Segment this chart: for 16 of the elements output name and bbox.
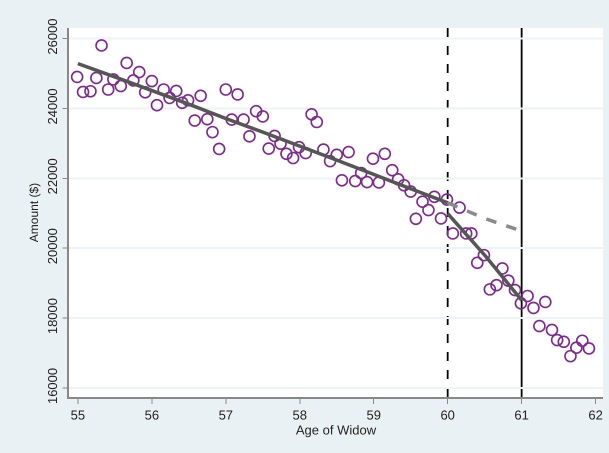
x-tick-label: 62 xyxy=(588,407,603,422)
y-tick-label: 22000 xyxy=(45,158,60,194)
x-tick-label: 61 xyxy=(514,407,529,422)
y-tick-label: 24000 xyxy=(45,88,60,124)
y-tick-label: 18000 xyxy=(45,298,60,334)
x-tick-label: 57 xyxy=(218,407,234,422)
x-tick-label: 58 xyxy=(292,407,307,422)
y-tick-label: 26000 xyxy=(45,18,60,55)
y-axis-title: Amount ($) xyxy=(26,182,41,242)
y-tick-label: 20000 xyxy=(45,228,60,264)
x-axis-title: Age of Widow xyxy=(296,422,377,438)
x-tick-label: 56 xyxy=(144,407,160,422)
x-tick-label: 60 xyxy=(440,407,455,422)
x-tick-label: 59 xyxy=(366,407,381,422)
x-tick-label: 55 xyxy=(70,407,86,422)
y-tick-label: 16000 xyxy=(45,368,60,404)
